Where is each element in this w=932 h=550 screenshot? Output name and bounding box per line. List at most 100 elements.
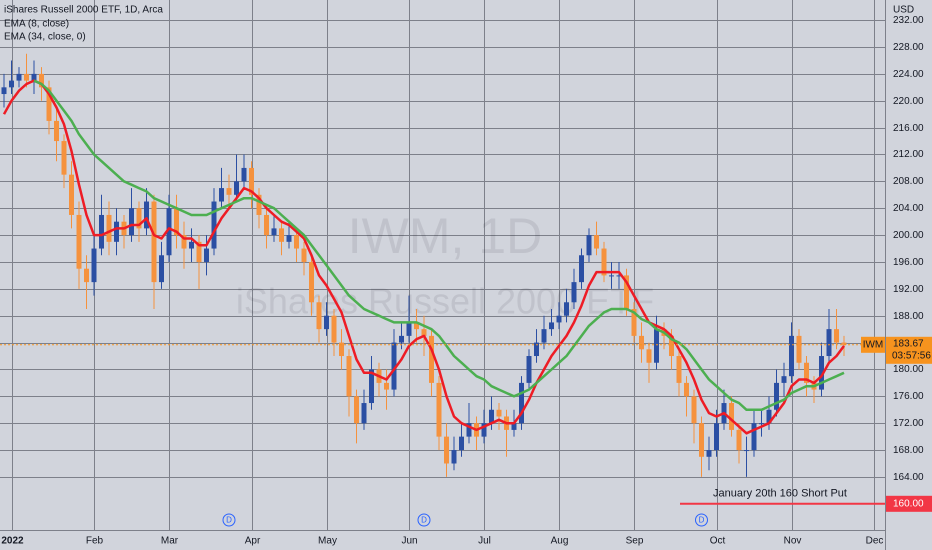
candle-body (331, 315, 337, 343)
candle-body (706, 450, 712, 457)
candle-body (354, 396, 359, 424)
candle-body (819, 356, 824, 390)
candle-body (361, 403, 367, 424)
candle-body (136, 208, 142, 229)
candle-body (714, 423, 719, 451)
candle-body (549, 322, 554, 330)
legend-entry[interactable]: EMA (34, close, 0) (4, 32, 86, 43)
candle-body (541, 329, 547, 343)
x-tick-label: Apr (245, 536, 261, 547)
candle-body (684, 382, 689, 397)
candle-body (406, 322, 412, 336)
y-tick-label: 192.00 (893, 284, 924, 295)
x-tick-label: Aug (551, 536, 569, 547)
candle-body (309, 261, 314, 303)
candle-body (534, 342, 539, 357)
candle-body (24, 73, 29, 81)
candle-body (316, 302, 322, 330)
candle-body (616, 275, 622, 277)
y-tick-label: 220.00 (893, 96, 924, 107)
grid (0, 0, 885, 530)
candle-body (609, 275, 614, 277)
candle-body (624, 275, 629, 309)
candle-body (796, 335, 802, 363)
price-tag (886, 495, 932, 512)
x-tick-label: May (318, 536, 337, 547)
candle-body (219, 188, 224, 202)
y-tick-label: 212.00 (893, 149, 924, 160)
candle-body (106, 214, 112, 242)
y-tick-label: 232.00 (893, 15, 924, 26)
candle-body (699, 423, 704, 457)
candle-body (631, 308, 637, 336)
candle-body (294, 235, 299, 249)
candle-body (586, 235, 592, 256)
y-tick-label: 180.00 (893, 364, 924, 375)
dividend-marker[interactable]: D (222, 513, 236, 527)
candle-body (204, 248, 209, 262)
x-tick-label: Jun (401, 536, 417, 547)
candle-body (256, 194, 262, 215)
watermark-name: iShares Russell 2000 ETF (236, 281, 654, 322)
candle-body (271, 228, 277, 236)
candle-body (91, 248, 97, 283)
candle-body (601, 248, 607, 276)
y-tick-label: 164.00 (893, 472, 924, 483)
candle-body (69, 174, 74, 215)
legend-entry[interactable]: EMA (8, close) (4, 19, 69, 30)
watermark-symbol: IWM, 1D (348, 208, 542, 264)
y-tick-label: 224.00 (893, 69, 924, 80)
candle-body (429, 335, 434, 383)
candle-body (691, 396, 697, 424)
candle-body (676, 356, 682, 383)
candle-body (241, 167, 247, 182)
candle-body (249, 167, 254, 195)
candle-body (279, 228, 284, 242)
candle-body (594, 235, 599, 249)
candle-body (76, 214, 82, 269)
price-axis-panel (886, 0, 932, 550)
ema-line (33, 79, 845, 412)
dividend-icon (695, 513, 708, 527)
candle-body (196, 241, 202, 262)
candle-body (669, 335, 674, 357)
candle-body (31, 73, 37, 81)
candle-body (421, 329, 427, 336)
candle-body (789, 335, 794, 377)
last-price-tag (886, 336, 932, 364)
candle-body (459, 436, 464, 451)
x-tick-label: Dec (866, 536, 884, 547)
candle-body (84, 268, 89, 283)
x-tick-label: Feb (86, 536, 104, 547)
candle-body (736, 429, 742, 451)
y-tick-label: 196.00 (893, 257, 924, 268)
candle-body (174, 208, 179, 236)
candle-body (166, 208, 172, 256)
candle-body (766, 409, 772, 424)
candle-body (781, 376, 787, 383)
y-tick-label: 228.00 (893, 42, 924, 53)
candle-body (436, 382, 442, 437)
dividend-marker[interactable]: D (417, 513, 431, 527)
x-tick-label: 2022 (1, 536, 24, 547)
plot-area: January 20th 160 Short Put D D D (0, 53, 885, 527)
candle-body (556, 315, 562, 323)
candle-body (759, 423, 764, 425)
candle-body (579, 255, 584, 283)
y-tick-label: 172.00 (893, 418, 924, 429)
currency-label: USD (893, 5, 914, 16)
candle-body (61, 141, 67, 175)
candle-body (391, 342, 397, 390)
candle-body (466, 423, 472, 437)
dividend-label: D (699, 516, 705, 525)
y-tick-label: 188.00 (893, 311, 924, 322)
candle-body (346, 356, 352, 397)
annotation: January 20th 160 Short Put (713, 488, 847, 500)
candle-body (46, 87, 52, 121)
y-tick-label: 204.00 (893, 203, 924, 214)
x-tick-label: Jul (478, 536, 491, 547)
candle-body (519, 382, 524, 424)
candle-body (9, 80, 14, 88)
candle-body (339, 342, 344, 357)
dividend-marker[interactable]: D (695, 513, 708, 527)
